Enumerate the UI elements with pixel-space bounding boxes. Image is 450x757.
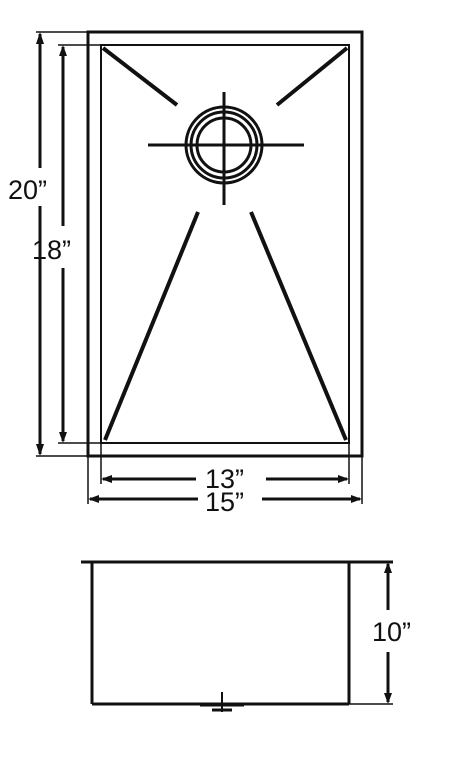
outer-width-label: 15” xyxy=(205,487,244,517)
depth-label: 10” xyxy=(372,617,411,647)
sink-inner-bowl xyxy=(100,44,350,444)
outer-height-label: 20” xyxy=(8,175,47,205)
drain-icon xyxy=(148,92,304,205)
side-drain-icon xyxy=(200,692,244,712)
width-extension-lines xyxy=(87,443,363,504)
outer-height-dimension xyxy=(36,31,88,457)
sink-outer-rim xyxy=(86,30,364,458)
sink-side-view xyxy=(81,560,393,712)
bowl-crease-top-right xyxy=(275,46,349,107)
inner-height-dimension xyxy=(58,44,101,444)
bowl-crease-top-left xyxy=(101,46,179,107)
outer-width-dimension xyxy=(88,495,362,503)
inner-width-dimension xyxy=(101,475,349,483)
inner-height-label: 18” xyxy=(32,235,71,265)
sink-top-view xyxy=(86,30,364,458)
bowl-crease-bottom-right xyxy=(249,211,348,441)
bowl-crease-bottom-left xyxy=(103,211,200,441)
inner-width-label: 13” xyxy=(205,464,244,494)
depth-dimension xyxy=(349,562,393,705)
